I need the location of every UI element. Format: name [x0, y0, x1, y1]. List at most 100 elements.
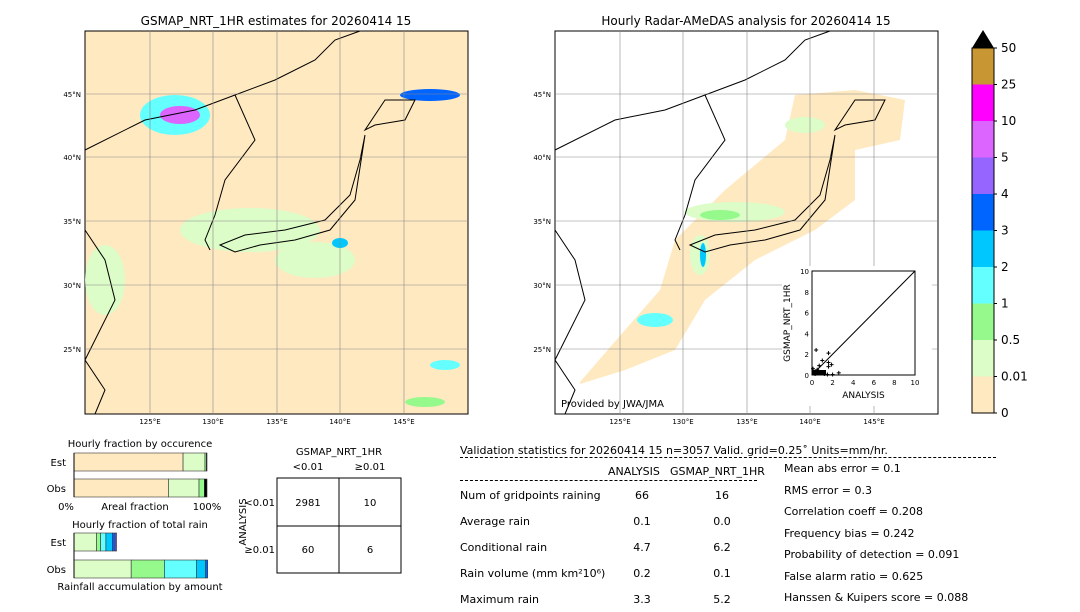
bar-category-label: Obs — [47, 484, 66, 495]
lon-tick-label: 140°E — [329, 418, 350, 426]
stat-gsmap-value: 16 — [715, 489, 729, 502]
lat-tick-label: 35°N — [533, 218, 551, 226]
stat-label: Num of gridpoints raining — [460, 489, 601, 502]
lon-tick-label: 140°E — [799, 418, 820, 426]
x-tick-label: 0% — [58, 502, 74, 513]
colorbar-label: 10 — [1001, 114, 1016, 128]
colorbar-label: 3 — [1001, 224, 1009, 238]
bar-segment — [96, 532, 101, 552]
stat-analysis-value: 0.2 — [633, 567, 651, 580]
bar-segment — [182, 452, 206, 472]
stats-header: Validation statistics for 20260414 15 n=… — [460, 444, 888, 457]
colorbar-segment — [972, 157, 994, 194]
x-axis-label: Areal fraction — [101, 502, 168, 513]
colorbar-label: 0.5 — [1001, 333, 1020, 347]
colorbar-segment — [972, 84, 994, 121]
stat-gsmap-value: 5.2 — [713, 593, 731, 606]
col-analysis: ANALYSIS — [608, 465, 660, 478]
lat-tick-label: 45°N — [533, 91, 551, 99]
stat-label: Maximum rain — [460, 593, 539, 606]
colorbar-segment — [972, 303, 994, 340]
scatter-point — [820, 358, 825, 363]
colorbar-label: 50 — [1001, 41, 1016, 55]
colorbar-label: 5 — [1001, 151, 1009, 165]
one-to-one-line — [811, 270, 916, 376]
lon-tick-label: 135°E — [736, 418, 757, 426]
lat-tick-label: 35°N — [63, 218, 81, 226]
contingency-cell: 60 — [302, 545, 315, 556]
x-tick-label: 100% — [193, 502, 222, 513]
stat-analysis-value: 4.7 — [633, 541, 651, 554]
colorbar-segment — [972, 230, 994, 267]
colorbar-label: 0.01 — [1001, 370, 1028, 384]
x-tick-label: 4 — [851, 379, 856, 387]
bar-category-label: Est — [51, 458, 67, 469]
scatter-point — [814, 348, 819, 353]
col-label: <0.01 — [293, 462, 324, 473]
map-title: GSMAP_NRT_1HR estimates for 20260414 15 — [141, 14, 412, 28]
stat-gsmap-value: 0.1 — [713, 567, 731, 580]
lat-tick-label: 30°N — [63, 282, 81, 290]
bar-segment — [112, 532, 116, 552]
colorbar-segment — [972, 121, 994, 158]
colorbar-segment — [972, 194, 994, 231]
bar-segment — [130, 559, 165, 579]
bar-segment — [105, 532, 113, 552]
x-axis-label: Rainfall accumulation by amount — [57, 582, 222, 593]
colorbar-label: 25 — [1001, 78, 1016, 92]
bar-segment — [73, 532, 97, 552]
score-line: Hanssen & Kuipers score = 0.088 — [784, 591, 969, 604]
lon-tick-label: 145°E — [393, 418, 414, 426]
score-line: False alarm ratio = 0.625 — [784, 569, 924, 583]
bar-segment — [206, 452, 208, 472]
lat-tick-label: 40°N — [533, 154, 551, 162]
scatter-point — [825, 372, 830, 377]
coastline — [84, 30, 416, 415]
x-tick-label: 2 — [830, 379, 834, 387]
occurrence-chart-title: Hourly fraction by occurence — [68, 439, 212, 450]
y-tick-label: 0 — [805, 372, 809, 380]
colorbar-label: 0 — [1001, 406, 1009, 420]
row-label: ≥0.01 — [244, 545, 275, 556]
stat-analysis-value: 0.1 — [633, 515, 651, 528]
colorbar-label: 2 — [1001, 260, 1009, 274]
bar-segment — [204, 478, 208, 498]
lat-tick-label: 30°N — [533, 282, 551, 290]
colorbar-over-triangle — [972, 30, 994, 48]
y-tick-label: 10 — [800, 268, 809, 276]
stat-label: Rain volume (mm km²10⁶) — [460, 567, 606, 580]
scatter-point — [830, 372, 835, 377]
lon-tick-label: 135°E — [266, 418, 287, 426]
col-gsmap: GSMAP_NRT_1HR — [670, 465, 765, 478]
lat-tick-label: 25°N — [533, 346, 551, 354]
bar-segment — [198, 478, 205, 498]
x-tick-label: 6 — [872, 379, 877, 387]
stat-analysis-value: 3.3 — [633, 593, 651, 606]
y-tick-label: 2 — [805, 351, 809, 359]
bar-segment — [164, 559, 197, 579]
provider-label: Provided by JWA/JMA — [561, 399, 664, 410]
rain-chart-title: Hourly fraction of total rain — [72, 520, 208, 531]
divider — [460, 480, 757, 481]
stat-label: Average rain — [460, 515, 530, 528]
lat-tick-label: 25°N — [63, 346, 81, 354]
x-tick-label: 10 — [911, 379, 920, 387]
map-title: Hourly Radar-AMeDAS analysis for 2026041… — [601, 14, 890, 28]
bar-segment — [205, 559, 208, 579]
coastline — [554, 30, 886, 415]
score-line: Probability of detection = 0.091 — [784, 548, 960, 561]
bar-category-label: Est — [51, 538, 67, 549]
lon-tick-label: 145°E — [863, 418, 884, 426]
score-line: RMS error = 0.3 — [784, 483, 872, 497]
lat-tick-label: 45°N — [63, 91, 81, 99]
scatter-point — [826, 364, 831, 369]
bar-category-label: Obs — [47, 565, 66, 576]
score-line: Frequency bias = 0.242 — [784, 526, 915, 540]
precip-field — [580, 90, 905, 384]
col-label: ≥0.01 — [355, 462, 386, 473]
scatter-point — [826, 360, 831, 365]
score-line: Mean abs error = 0.1 — [784, 462, 901, 475]
bar-segment — [100, 532, 107, 552]
